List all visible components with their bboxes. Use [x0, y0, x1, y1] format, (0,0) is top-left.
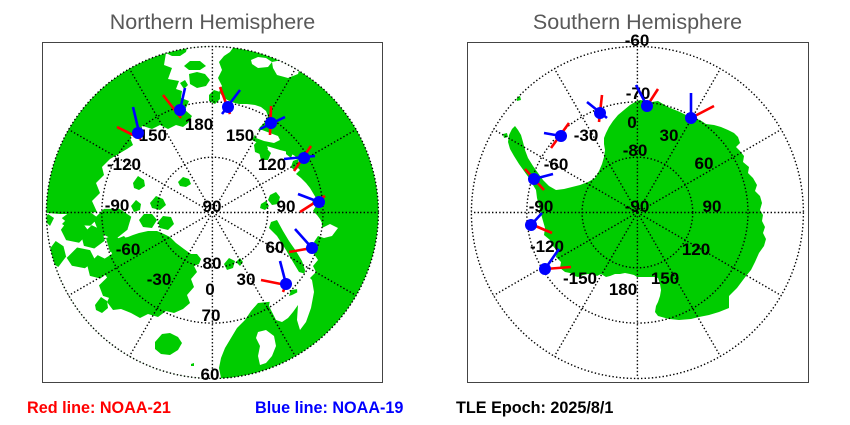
- svg-text:180: 180: [185, 115, 213, 134]
- svg-text:-60: -60: [625, 31, 650, 50]
- svg-text:90: 90: [203, 197, 222, 216]
- svg-text:0: 0: [205, 280, 214, 299]
- svg-text:180: 180: [609, 280, 637, 299]
- svg-text:-90: -90: [529, 197, 554, 216]
- svg-text:60: 60: [695, 154, 714, 173]
- svg-text:80: 80: [203, 254, 222, 273]
- svg-text:Blue line: NOAA-19: Blue line: NOAA-19: [255, 399, 403, 417]
- svg-text:90: 90: [277, 197, 296, 216]
- svg-text:Red line: NOAA-21: Red line: NOAA-21: [27, 399, 171, 417]
- svg-text:150: 150: [226, 126, 254, 145]
- svg-text:0: 0: [627, 113, 636, 132]
- svg-text:120: 120: [682, 240, 710, 259]
- svg-text:30: 30: [660, 126, 679, 145]
- svg-text:-60: -60: [116, 240, 141, 259]
- svg-text:90: 90: [703, 197, 722, 216]
- svg-text:-80: -80: [623, 141, 648, 160]
- svg-text:-60: -60: [544, 155, 569, 174]
- svg-text:30: 30: [237, 270, 256, 289]
- svg-text:TLE Epoch: 2025/8/1: TLE Epoch: 2025/8/1: [456, 399, 613, 417]
- svg-text:-30: -30: [147, 270, 172, 289]
- svg-text:-120: -120: [107, 155, 141, 174]
- svg-text:-90: -90: [105, 196, 130, 215]
- svg-text:60: 60: [266, 238, 285, 257]
- svg-text:-120: -120: [530, 237, 564, 256]
- svg-text:-150: -150: [563, 269, 597, 288]
- svg-text:70: 70: [202, 306, 221, 325]
- svg-text:-90: -90: [625, 197, 650, 216]
- svg-text:60: 60: [201, 365, 220, 384]
- svg-text:Northern Hemisphere: Northern Hemisphere: [110, 10, 316, 34]
- svg-text:150: 150: [651, 269, 679, 288]
- svg-text:Southern Hemisphere: Southern Hemisphere: [533, 10, 742, 34]
- svg-text:120: 120: [258, 155, 286, 174]
- svg-text:-30: -30: [574, 126, 599, 145]
